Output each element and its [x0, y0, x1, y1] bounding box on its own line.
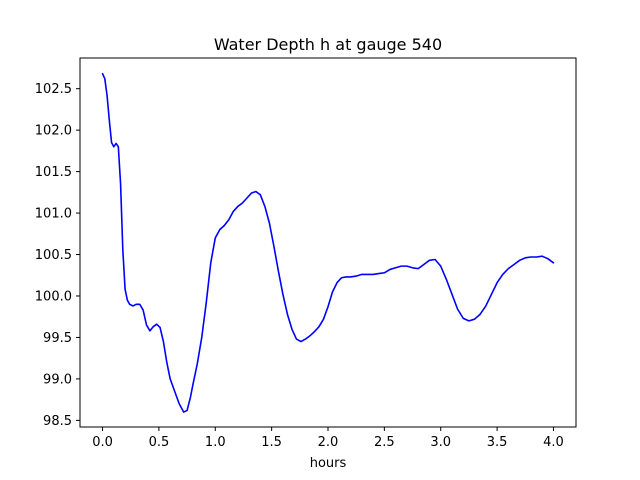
y-tick-label: 101.0 — [35, 207, 72, 222]
x-tick-label: 2.5 — [374, 435, 395, 450]
series-line-0 — [101, 72, 555, 413]
y-tick-label: 100.5 — [35, 248, 72, 263]
x-tick-label: 0.0 — [92, 435, 113, 450]
y-tick-label: 101.5 — [35, 165, 72, 180]
x-tick-label: 4.0 — [543, 435, 564, 450]
y-tick-label: 102.0 — [35, 124, 72, 139]
y-tick-label: 99.0 — [43, 372, 72, 387]
y-tick-label: 98.5 — [43, 414, 72, 429]
y-tick-label: 100.0 — [35, 289, 72, 304]
plot-area-frame — [79, 57, 577, 428]
x-axis-label: hours — [310, 456, 347, 471]
x-tick-label: 3.0 — [430, 435, 451, 450]
x-tick-label: 0.5 — [149, 435, 170, 450]
chart-title: Water Depth h at gauge 540 — [214, 35, 442, 54]
x-tick-label: 2.0 — [318, 435, 339, 450]
ticks-layer: 0.0 0.5 1.0 1.5 2.0 2.5 3.0 3.5 4.0 98.5 99.0 99.5 1… — [35, 82, 564, 450]
series-layer — [101, 72, 555, 413]
y-tick-label: 102.5 — [35, 82, 72, 97]
y-tick-label: 99.5 — [43, 331, 72, 346]
x-tick-label: 1.5 — [261, 435, 282, 450]
x-tick-label: 1.0 — [205, 435, 226, 450]
x-tick-label: 3.5 — [487, 435, 508, 450]
